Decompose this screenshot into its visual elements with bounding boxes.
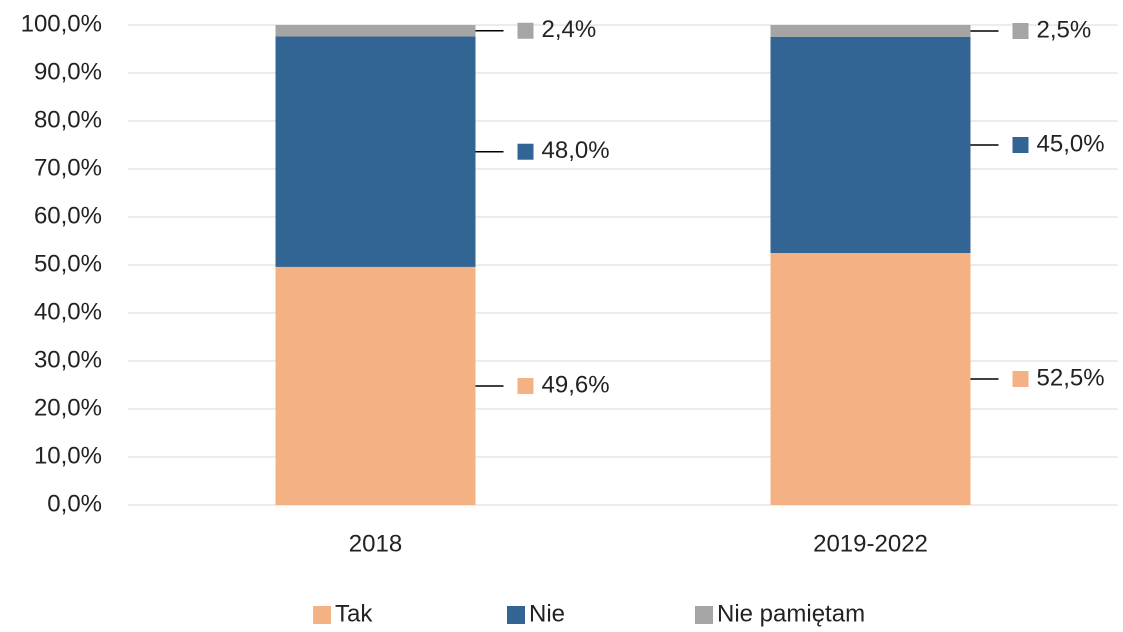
label-marker [1012, 23, 1029, 39]
legend-marker [507, 606, 525, 624]
legend-label: Nie pamiętam [717, 600, 865, 627]
label-marker [517, 143, 534, 160]
y-tick-label: 20,0% [34, 394, 102, 421]
bar-segment [275, 266, 476, 505]
label-marker [1012, 371, 1029, 387]
y-tick-label: 70,0% [34, 154, 102, 181]
label-marker [517, 377, 534, 394]
y-tick-label: 90,0% [34, 58, 102, 85]
data-label: 2,4% [542, 16, 597, 43]
data-label: 52,5% [1037, 364, 1105, 391]
data-label: 45,0% [1037, 130, 1105, 157]
bar-segment [770, 253, 971, 505]
legend-label: Nie [529, 600, 565, 627]
y-tick-label: 10,0% [34, 442, 102, 469]
y-tick-label: 80,0% [34, 106, 102, 133]
bar-segment [770, 37, 971, 253]
y-tick-label: 60,0% [34, 202, 102, 229]
x-tick-label: 2019-2022 [813, 530, 928, 557]
legend-marker [695, 606, 713, 624]
legend-marker [313, 606, 331, 624]
y-tick-label: 0,0% [47, 490, 102, 517]
label-marker [517, 22, 534, 39]
x-tick-label: 2018 [349, 530, 402, 557]
y-tick-label: 50,0% [34, 250, 102, 277]
data-label: 49,6% [542, 371, 610, 398]
y-tick-label: 30,0% [34, 346, 102, 373]
y-tick-label: 40,0% [34, 298, 102, 325]
bar-segment [275, 25, 476, 37]
y-tick-label: 100,0% [21, 10, 102, 37]
bar-segment [275, 36, 476, 267]
legend-label: Tak [335, 600, 373, 627]
data-label: 2,5% [1037, 16, 1092, 43]
bar-segment [770, 25, 971, 37]
data-label: 48,0% [542, 137, 610, 164]
label-marker [1012, 137, 1029, 153]
